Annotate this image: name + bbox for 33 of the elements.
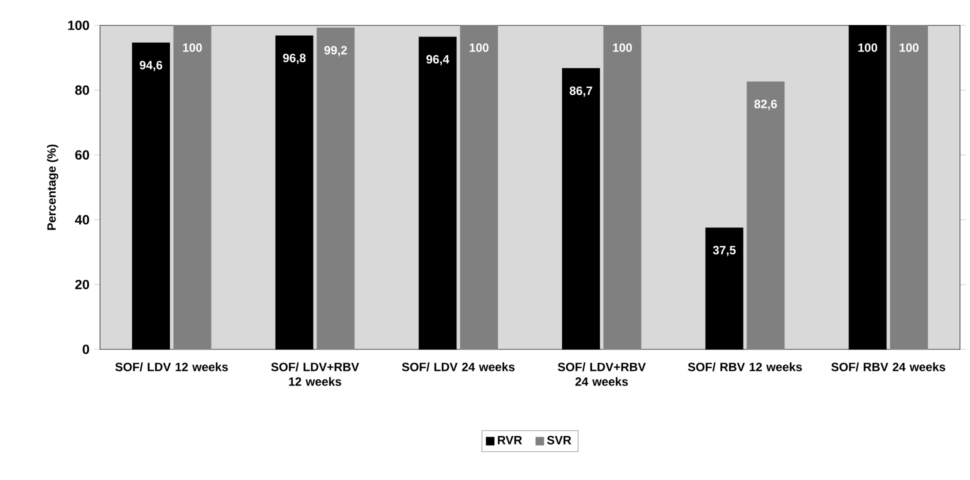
y-tick-label: 60 <box>75 150 90 160</box>
y-tick-label: 0 <box>82 344 90 354</box>
y-tick-label: 40 <box>74 215 90 224</box>
x-tick-label: SOF/ LDV+RBV 12 weeks <box>271 362 360 386</box>
data-label: 86,7 <box>570 86 592 97</box>
legend-label: RVR <box>498 436 522 444</box>
y-tick-label: 20 <box>75 280 90 290</box>
bar <box>746 81 785 350</box>
data-label: 100 <box>183 43 202 52</box>
x-tick-label: SOF/ RBV 24 weeks <box>831 362 946 372</box>
bar <box>603 25 642 350</box>
x-tick-label: SOF/ LDV+RBV 24 weeks <box>558 362 646 386</box>
y-tick-label: 100 <box>68 20 90 30</box>
bar <box>890 25 928 350</box>
data-label: 100 <box>470 43 489 52</box>
data-label: 96,8 <box>283 54 306 64</box>
data-label: 82,6 <box>754 100 777 110</box>
data-label: 99,2 <box>324 46 347 56</box>
x-tick-label: SOF/ LDV 24 weeks <box>402 362 515 372</box>
y-tick-label: 80 <box>75 85 90 95</box>
data-label: 100 <box>613 43 632 52</box>
bar <box>316 28 355 350</box>
data-label: 100 <box>900 43 919 52</box>
data-label: 94,6 <box>140 60 162 72</box>
bar <box>173 25 212 350</box>
bar <box>460 25 498 350</box>
data-label: 96,4 <box>426 55 450 66</box>
data-label: 100 <box>858 43 878 52</box>
data-label: 37,5 <box>712 246 736 256</box>
x-tick-label: SOF/ LDV 12 weeks <box>115 362 228 372</box>
legend-label: SVR <box>547 436 572 444</box>
x-tick-label: SOF/ RBV 12 weeks <box>688 362 802 372</box>
y-axis-title: Percentage (%) <box>46 144 58 230</box>
